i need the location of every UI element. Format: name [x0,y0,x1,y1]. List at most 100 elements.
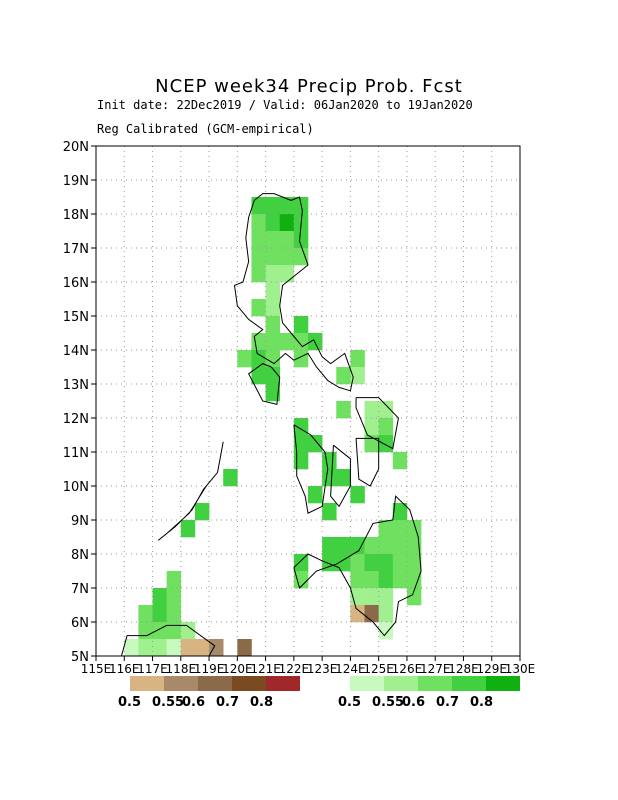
lat-label: 13N [63,378,89,393]
lat-label: 19N [63,174,89,189]
lon-label: 130E [505,662,536,676]
prob-cell [406,520,422,538]
prob-cell [378,622,394,640]
prob-cell [279,231,295,249]
calibration-line: Reg Calibrated (GCM-empirical) [97,122,314,136]
prob-cell [293,554,309,572]
prob-cell [138,605,153,623]
prob-cell [364,537,379,555]
prob-cell [152,639,167,657]
prob-cell [293,571,309,589]
prob-cell [336,469,351,487]
prob-cell [378,605,394,623]
prob-cell [392,571,408,589]
prob-cell [293,231,309,249]
prob-cell [180,639,196,657]
prob-cell [265,231,281,249]
map-frame [95,145,521,657]
prob-cell [209,639,224,657]
legend-label: 0.55 [152,695,185,710]
prob-cell [251,299,266,317]
prob-cell [308,435,323,453]
lon-label: 118E [166,662,197,676]
legend-swatch [130,676,164,691]
prob-cell [138,639,153,657]
probability-cells [124,197,422,657]
lon-label: 117E [137,662,168,676]
prob-cell [336,401,351,419]
legend-swatch [418,676,452,691]
prob-cell [293,316,309,334]
prob-cell [378,571,394,589]
lat-label: 5N [71,650,89,665]
prob-cell [308,333,323,351]
lat-label: 12N [63,412,89,427]
prob-cell [166,571,182,589]
prob-cell [378,418,394,436]
prob-cell [336,554,351,572]
lon-label: 123E [307,662,338,676]
init-valid-line: Init date: 22Dec2019 / Valid: 06Jan2020 … [97,98,473,112]
prob-cell [180,622,196,640]
prob-cell [378,537,394,555]
lat-label: 10N [63,480,89,495]
prob-cell [251,197,266,215]
prob-cell [279,248,295,266]
prob-cell [364,401,379,419]
prob-cell [350,554,365,572]
lat-label: 6N [71,616,89,631]
coastlines [120,193,422,657]
prob-cell [406,571,422,589]
prob-cell [265,367,281,385]
legend-swatch [164,676,198,691]
legend-label: 0.7 [216,695,240,710]
latitude-labels: 5N 6N 7N 8N 9N 10N 11N 12N 13N 14N 15N 16N 17N 18N 19N… [63,140,96,665]
prob-cell [180,520,196,538]
prob-cell [350,537,365,555]
legend-swatch [452,676,486,691]
legend-swatch [486,676,520,691]
prob-cell [152,622,167,640]
prob-cell [322,537,337,555]
prob-cell [406,537,422,555]
prob-cell [364,588,379,606]
lon-label: 119E [194,662,225,676]
prob-cell [251,350,266,368]
prob-cell [279,197,295,215]
prob-cell [322,469,337,487]
prob-cell [138,622,153,640]
prob-cell [251,231,266,249]
lon-label: 124E [335,662,366,676]
prob-cell [364,554,379,572]
legend-label: 0.5 [338,695,362,710]
prob-cell [392,503,408,521]
coastline [330,444,351,508]
lat-label: 11N [63,446,89,461]
lon-label: 120E [222,662,253,676]
coastline [120,624,216,657]
prob-cell [293,350,309,368]
prob-cell [350,350,365,368]
lat-label: 8N [71,548,89,563]
prob-cell [223,469,238,487]
prob-cell [265,299,281,317]
lon-label: 129E [476,662,507,676]
lon-label: 126E [392,662,423,676]
legend-label: 0.55 [372,695,405,710]
gridlines [96,146,520,656]
prob-cell [194,639,210,657]
legend-label: 0.6 [402,695,426,710]
longitude-labels: 115E116E117E118E119E120E121E122E123E124E… [81,656,536,676]
legend-label: 0.7 [436,695,460,710]
prob-cell [392,537,408,555]
prob-cell [152,605,167,623]
prob-cell [265,214,281,232]
prob-cell [378,554,394,572]
legend-swatch [350,676,384,691]
prob-cell [350,605,365,623]
lat-label: 18N [63,208,89,223]
lat-label: 14N [63,344,89,359]
lon-label: 127E [420,662,451,676]
map-title: NCEP week34 Precip Prob. Fcst [155,76,463,97]
